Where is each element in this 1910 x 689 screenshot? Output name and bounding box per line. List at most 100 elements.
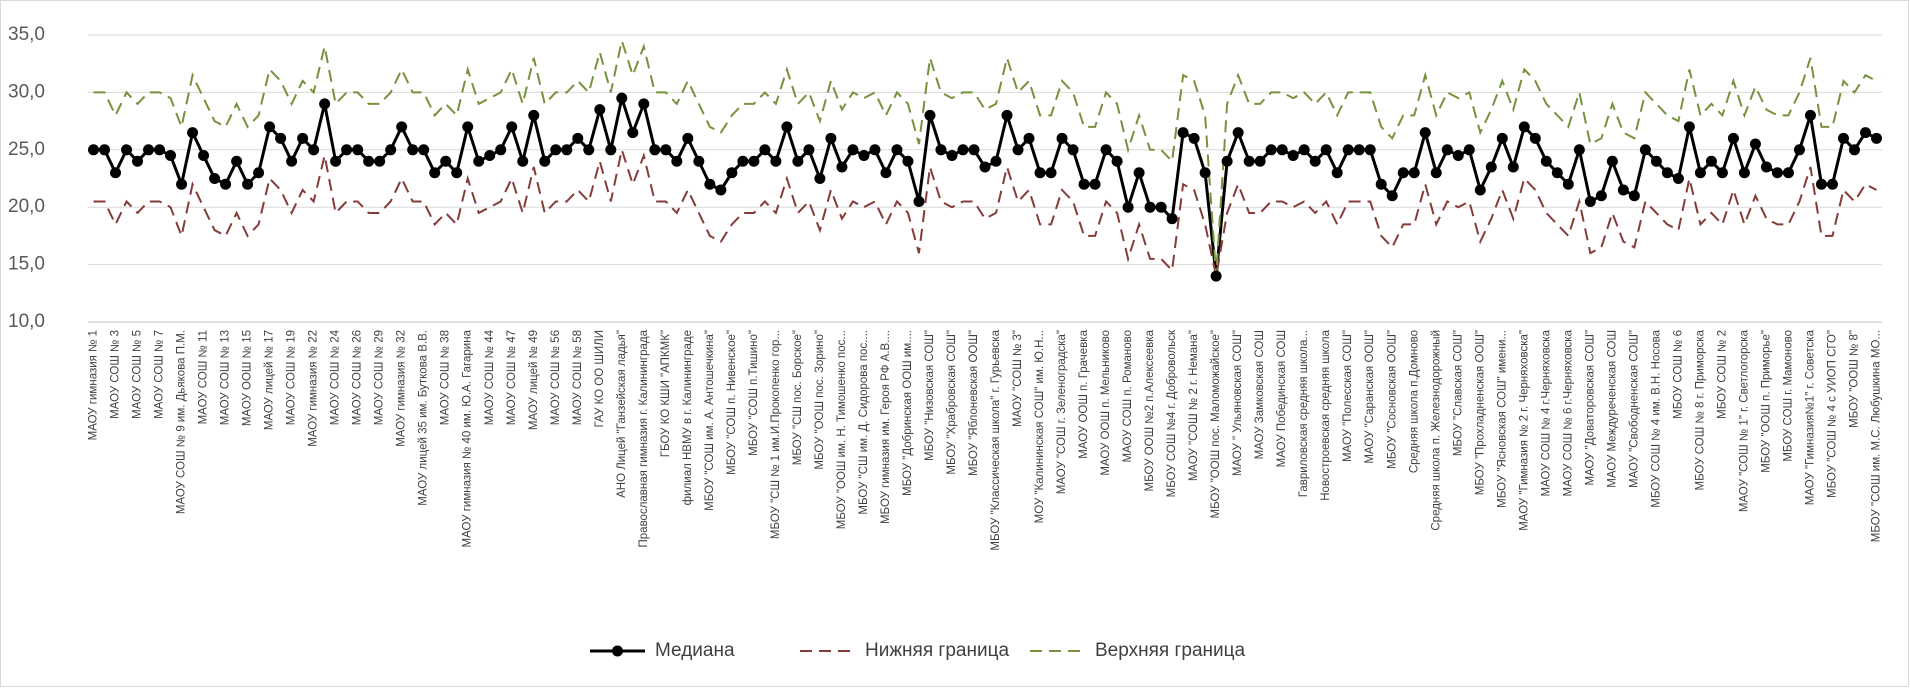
data-point <box>1661 167 1673 179</box>
data-point <box>506 121 518 133</box>
data-point <box>704 178 716 190</box>
x-tick-label: Новостроевская средняя школа <box>1320 329 1332 500</box>
data-point <box>594 104 606 116</box>
data-point <box>1254 155 1266 167</box>
x-tick-label: МАОУ СОШ № 7 <box>154 330 166 419</box>
data-point <box>1529 132 1541 144</box>
data-point <box>165 150 177 162</box>
data-point <box>1870 132 1882 144</box>
data-point <box>396 121 408 133</box>
data-point <box>198 150 210 162</box>
data-point <box>264 121 276 133</box>
x-tick-label: МБОУ "ООШ пос. Зорино" <box>814 330 826 470</box>
data-point <box>462 121 474 133</box>
x-tick-label: ГБОУ КО КШИ "АПКМК" <box>660 330 672 457</box>
data-point <box>1639 144 1651 156</box>
data-point <box>858 150 870 162</box>
data-point <box>1265 144 1277 156</box>
data-point <box>1749 138 1761 150</box>
x-tick-label: МБОУ "СОШ им. А. Антошечкина" <box>704 330 716 511</box>
x-tick-label: МАОУ лицей № 17 <box>264 330 276 430</box>
x-tick-label: МАОУ "СОШ № 1" г. Светлогорска <box>1738 329 1750 512</box>
data-point <box>242 178 254 190</box>
data-point <box>451 167 463 179</box>
data-point <box>275 132 287 144</box>
data-point <box>1694 167 1706 179</box>
data-point <box>187 127 199 139</box>
series-line <box>93 36 1877 277</box>
x-tick-label: ГАУ КО ОО ШИЛИ <box>594 330 606 428</box>
x-tick-label: МАОУ "Полесская СОШ" <box>1342 330 1354 462</box>
data-point <box>231 155 243 167</box>
x-tick-label: МАОУ "Доваторовская СОШ" <box>1584 330 1596 486</box>
data-point <box>1551 167 1563 179</box>
data-point <box>319 98 331 110</box>
data-point <box>352 144 364 156</box>
x-tick-label: МБОУ "СШ им. Д. Сидорова пос.... <box>858 330 870 515</box>
data-point <box>253 167 265 179</box>
data-point <box>1452 150 1464 162</box>
data-point <box>286 155 298 167</box>
y-tick-label: 10,0 <box>8 311 45 332</box>
data-point <box>1815 178 1827 190</box>
legend-label: Медиана <box>655 640 735 661</box>
data-point <box>726 167 738 179</box>
data-point <box>341 144 353 156</box>
x-tick-label: Средняя школа п. Железнодорожный <box>1430 330 1442 531</box>
y-tick-label: 20,0 <box>8 196 45 217</box>
data-point <box>429 167 441 179</box>
x-tick-label: МАОУ "СОШ № 2 г. Немана" <box>1188 330 1200 481</box>
data-point <box>1628 190 1640 202</box>
x-tick-label: МБОУ "ООШ пос. Маломожайское" <box>1210 330 1222 518</box>
x-tick-label: МОУ "Калининская СОШ" им. Ю.Н... <box>1034 330 1046 523</box>
x-tick-label: филиал НВМУ в г. Калининграде <box>682 330 694 505</box>
data-point <box>1716 167 1728 179</box>
x-tick-label: МАОУ СОШ № 6 г.Черняховска <box>1562 329 1574 496</box>
data-point <box>1078 178 1090 190</box>
data-point <box>572 132 584 144</box>
x-tick-label: МАОУ "Саранская ООШ" <box>1364 330 1376 464</box>
x-tick-label: МБОУ СОШ г. Мамоново <box>1782 330 1794 462</box>
data-point <box>1298 144 1310 156</box>
data-point <box>1012 144 1024 156</box>
data-point <box>682 132 694 144</box>
data-point <box>1507 161 1519 173</box>
data-point <box>495 144 507 156</box>
x-tick-label: МАОУ Побединская СОШ <box>1276 330 1288 467</box>
data-point <box>616 92 628 104</box>
data-point <box>1430 167 1442 179</box>
data-point <box>1067 144 1079 156</box>
data-point <box>770 155 782 167</box>
data-point <box>1760 161 1772 173</box>
x-tick-label: МАОУ Замковская СОШ <box>1254 330 1266 459</box>
data-point <box>132 155 144 167</box>
data-point <box>374 155 386 167</box>
data-point <box>693 155 705 167</box>
data-point <box>1441 144 1453 156</box>
data-point <box>1177 127 1189 139</box>
data-point <box>484 150 496 162</box>
legend-marker <box>612 645 623 657</box>
x-tick-label: МАОУ СОШ № 13 <box>220 330 232 425</box>
data-point <box>583 144 595 156</box>
data-point <box>1001 109 1013 121</box>
data-point <box>1419 127 1431 139</box>
data-point <box>1188 132 1200 144</box>
x-tick-label: МАОУ СОШ № 29 <box>374 330 386 425</box>
data-point <box>418 144 430 156</box>
x-tick-label: МБОУ "Храбровская СОШ" <box>946 330 958 475</box>
x-tick-label: МБОУ СОШ №4 г. Добровольск <box>1166 329 1178 497</box>
data-point <box>1342 144 1354 156</box>
data-point <box>1584 195 1596 207</box>
legend-label: Нижняя граница <box>865 640 1009 661</box>
x-tick-label: МАОУ гимназия № 22 <box>308 330 320 447</box>
data-point <box>990 155 1002 167</box>
data-point <box>1837 132 1849 144</box>
x-tick-label: МАОУ "СОШ № 3" <box>1012 330 1024 427</box>
data-point <box>979 161 991 173</box>
data-point <box>154 144 166 156</box>
data-point <box>1683 121 1695 133</box>
data-point <box>1826 178 1838 190</box>
data-point <box>1463 144 1475 156</box>
y-tick-label: 15,0 <box>8 254 45 275</box>
